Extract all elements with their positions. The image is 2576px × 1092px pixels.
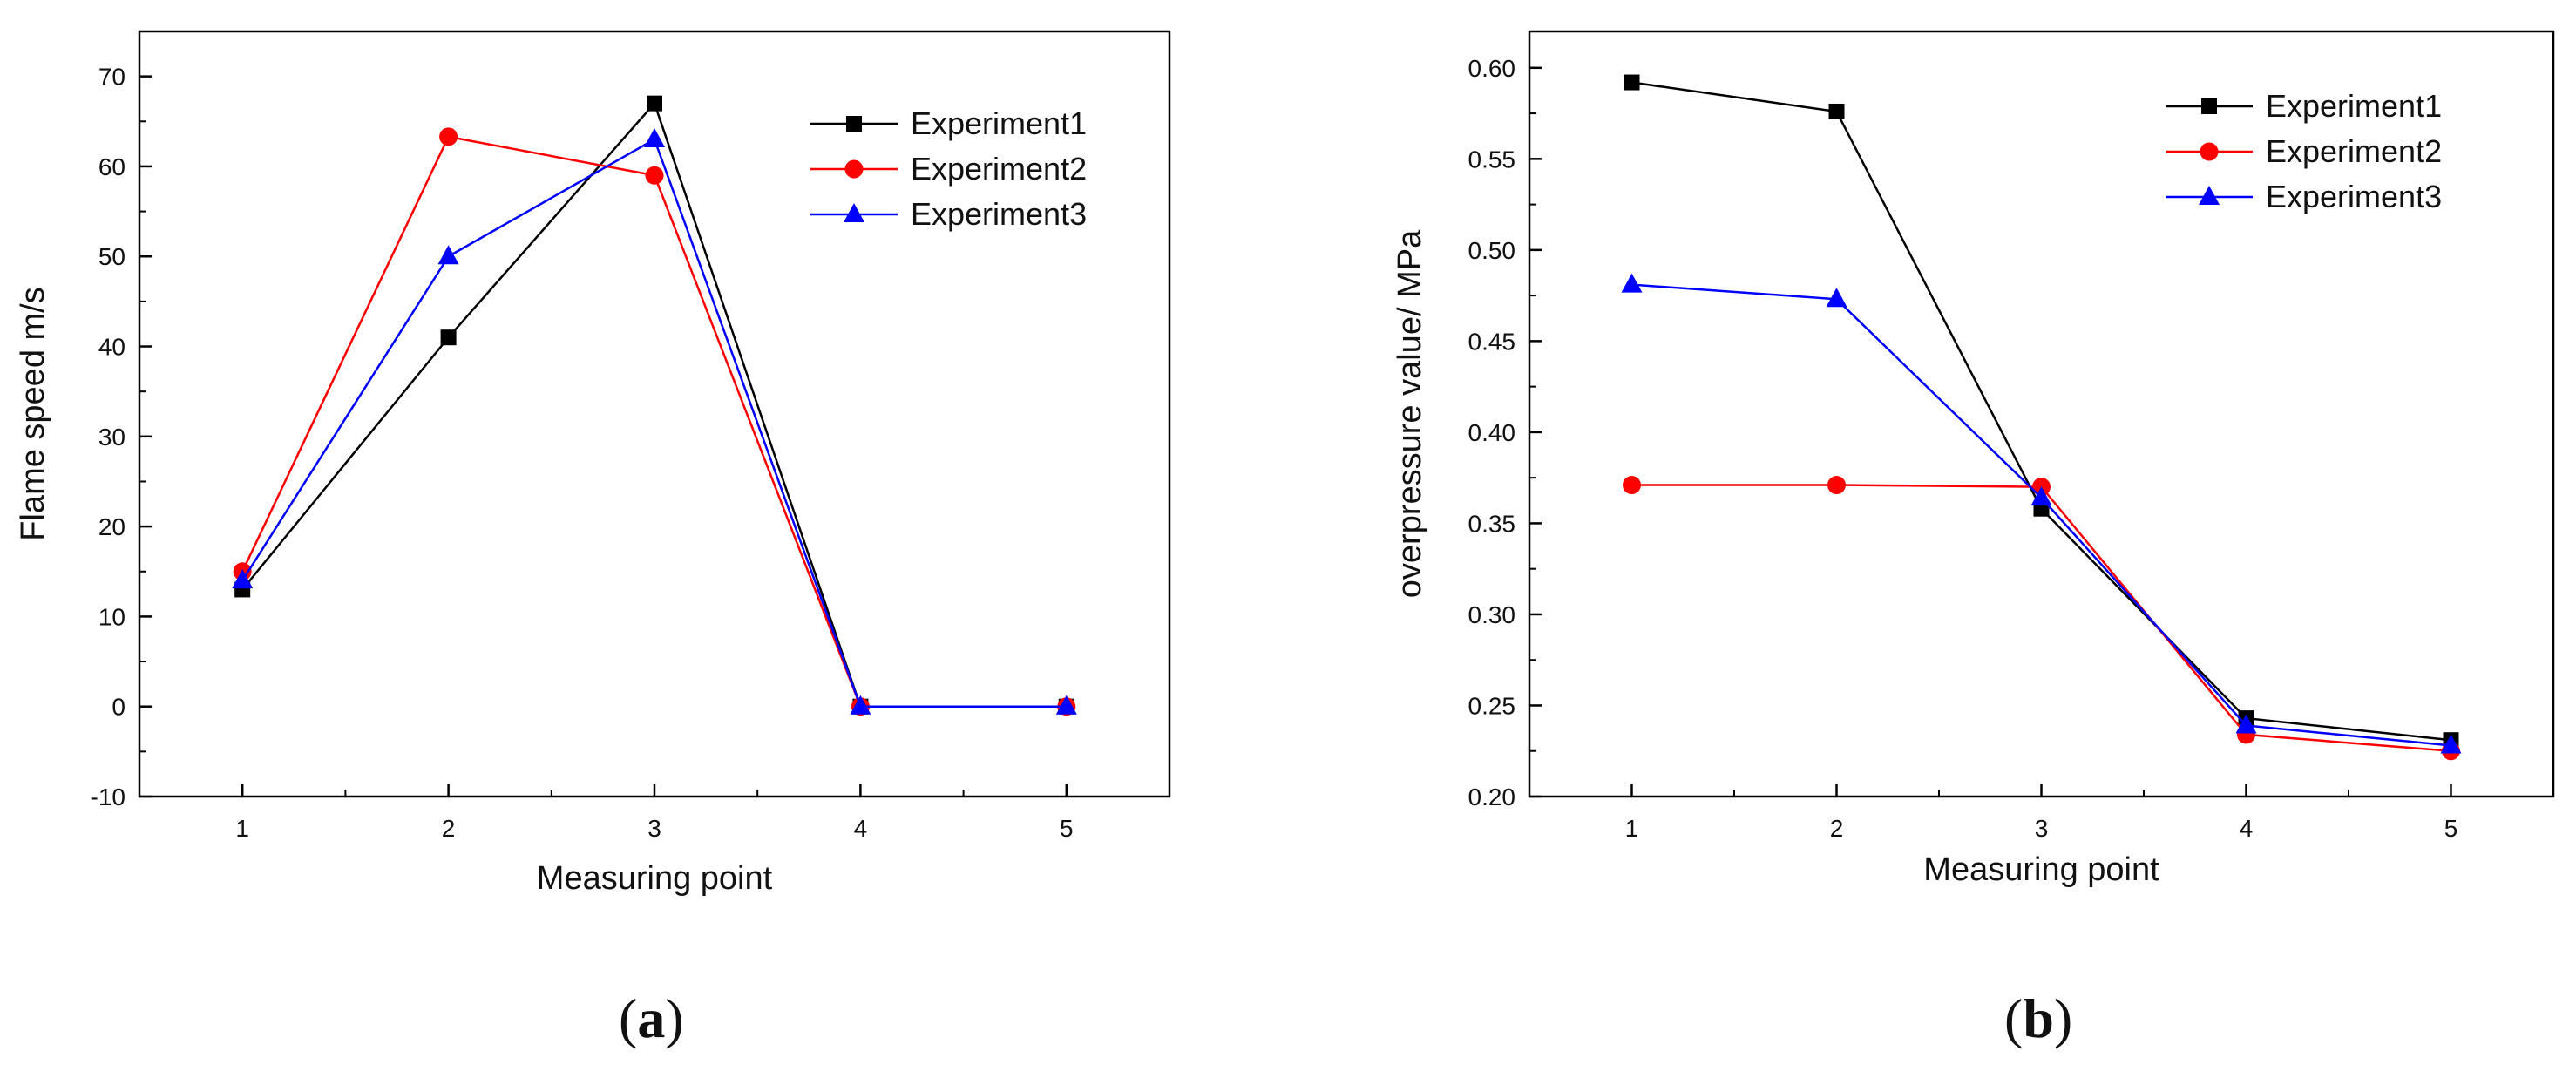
x-tick-label: 3 bbox=[2035, 815, 2049, 842]
y-tick-label: 0.30 bbox=[1468, 601, 1516, 628]
panel-letter: a bbox=[637, 987, 665, 1049]
y-tick-label: 60 bbox=[98, 153, 125, 180]
data-point bbox=[1055, 695, 1077, 715]
y-axis-title: overpressure value/ MPa bbox=[1392, 229, 1428, 598]
data-point bbox=[647, 95, 662, 112]
y-tick-label: -10 bbox=[91, 783, 125, 811]
x-tick-label: 2 bbox=[442, 815, 456, 842]
y-tick-label: 10 bbox=[98, 603, 125, 630]
chart-panel-a: -10 0 10 20 30 40 50 60 70 1 2 3 4 5 Measuring point Fl… bbox=[15, 30, 1171, 1049]
data-point bbox=[1621, 273, 1643, 293]
x-axis-title: Measuring point bbox=[1923, 851, 2159, 888]
x-tick-label: 1 bbox=[1625, 815, 1639, 842]
data-point bbox=[439, 127, 458, 146]
series-line bbox=[241, 101, 1067, 708]
panel-label: (b) bbox=[2004, 987, 2072, 1049]
panel-label: (a) bbox=[619, 987, 684, 1049]
legend-marker bbox=[844, 203, 864, 222]
legend-marker bbox=[2201, 98, 2217, 114]
data-point bbox=[850, 695, 871, 715]
data-point bbox=[645, 166, 664, 185]
series-experiment2 bbox=[1623, 476, 2460, 761]
data-point bbox=[1624, 74, 1640, 91]
legend-marker bbox=[846, 116, 862, 132]
data-point bbox=[1827, 476, 1846, 495]
data-point bbox=[437, 245, 459, 265]
x-axis-title: Measuring point bbox=[537, 860, 773, 897]
panel-paren-open: ( bbox=[2004, 987, 2023, 1049]
chart-panel-b: 0.20 0.25 0.30 0.35 0.40 0.45 0.50 0.55 0.60 1 2 3 4… bbox=[1392, 30, 2555, 1049]
x-tick-label: 3 bbox=[647, 815, 661, 842]
y-tick-label: 20 bbox=[98, 513, 125, 540]
x-tick-label: 5 bbox=[2444, 815, 2458, 842]
y-tick-label: 30 bbox=[98, 424, 125, 451]
panel-paren-close: ) bbox=[2054, 987, 2072, 1049]
legend-label: Experiment3 bbox=[2266, 179, 2442, 214]
legend-label: Experiment3 bbox=[911, 196, 1087, 232]
y-tick-label: 0.55 bbox=[1468, 146, 1516, 173]
y-tick-label: 0.50 bbox=[1468, 237, 1516, 264]
legend-label: Experiment2 bbox=[911, 151, 1087, 187]
x-tick-label: 2 bbox=[1830, 815, 1844, 842]
legend: Experiment1 Experiment2 Experiment3 bbox=[2166, 88, 2442, 214]
data-point bbox=[1623, 476, 1641, 495]
y-tick-label: 0.35 bbox=[1468, 510, 1516, 537]
series-line bbox=[1631, 484, 2451, 752]
y-tick-label: 0.45 bbox=[1468, 328, 1516, 355]
legend-label: Experiment2 bbox=[2266, 133, 2442, 169]
series-experiment3 bbox=[1621, 273, 2462, 754]
y-tick-label: 50 bbox=[98, 243, 125, 270]
y-tick-label: 70 bbox=[98, 64, 125, 91]
legend-label: Experiment1 bbox=[911, 105, 1087, 141]
legend-label: Experiment1 bbox=[2266, 88, 2442, 124]
legend-marker bbox=[2199, 186, 2220, 205]
series-experiment1 bbox=[234, 95, 1074, 715]
data-point bbox=[1826, 288, 1847, 308]
data-point bbox=[2440, 734, 2462, 754]
y-tick-label: 0.25 bbox=[1468, 692, 1516, 719]
y-tick-label: 0.60 bbox=[1468, 55, 1516, 82]
y-tick-label: 0.40 bbox=[1468, 419, 1516, 446]
data-point bbox=[1828, 103, 1845, 119]
y-axis-title: Flame speed m/s bbox=[15, 287, 51, 540]
panel-paren-close: ) bbox=[665, 987, 683, 1049]
x-tick-label: 5 bbox=[1060, 815, 1074, 842]
data-point bbox=[440, 329, 457, 346]
legend-marker bbox=[2200, 142, 2219, 161]
data-point bbox=[644, 127, 665, 147]
legend-marker bbox=[844, 159, 864, 179]
y-tick-label: 0.20 bbox=[1468, 783, 1516, 811]
data-point bbox=[232, 569, 254, 589]
x-tick-label: 1 bbox=[235, 815, 249, 842]
y-tick-label: 0 bbox=[112, 694, 125, 721]
y-tick-label: 40 bbox=[98, 334, 125, 361]
series-experiment3 bbox=[232, 127, 1077, 715]
x-tick-label: 4 bbox=[854, 815, 868, 842]
panel-letter: b bbox=[2023, 987, 2054, 1049]
legend: Experiment1 Experiment2 Experiment3 bbox=[810, 105, 1087, 232]
data-point bbox=[2030, 486, 2052, 506]
x-tick-label: 4 bbox=[2240, 815, 2254, 842]
data-point bbox=[2235, 714, 2257, 734]
series-experiment1 bbox=[1624, 74, 2459, 749]
panel-paren-open: ( bbox=[619, 987, 637, 1049]
